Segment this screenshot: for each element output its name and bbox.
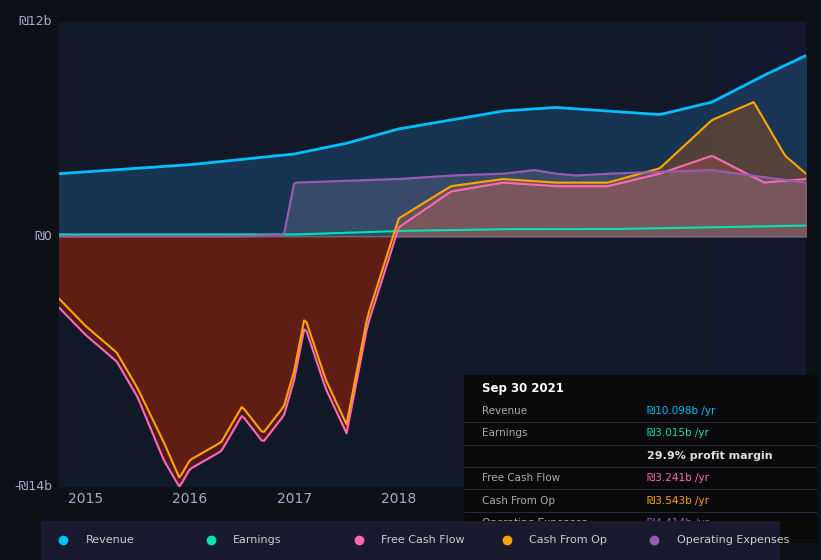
Text: Free Cash Flow: Free Cash Flow	[381, 535, 465, 545]
Text: Cash From Op: Cash From Op	[481, 496, 554, 506]
Text: Earnings: Earnings	[233, 535, 282, 545]
Text: ₪3.015b /yr: ₪3.015b /yr	[648, 428, 709, 438]
Text: ₪0: ₪0	[34, 230, 52, 243]
Text: ₪3.241b /yr: ₪3.241b /yr	[648, 473, 709, 483]
Text: ₪4.414b /yr: ₪4.414b /yr	[648, 518, 709, 528]
Text: 29.9% profit margin: 29.9% profit margin	[648, 451, 773, 461]
Text: Revenue: Revenue	[481, 406, 526, 416]
Text: Free Cash Flow: Free Cash Flow	[481, 473, 560, 483]
Text: ₪12b: ₪12b	[18, 15, 52, 28]
Text: Earnings: Earnings	[481, 428, 527, 438]
Text: Sep 30 2021: Sep 30 2021	[481, 382, 563, 395]
Text: Cash From Op: Cash From Op	[529, 535, 607, 545]
Text: Revenue: Revenue	[85, 535, 134, 545]
Text: ₪10.098b /yr: ₪10.098b /yr	[648, 406, 716, 416]
Text: Operating Expenses: Operating Expenses	[481, 518, 587, 528]
Bar	[712, 21, 806, 487]
Text: Operating Expenses: Operating Expenses	[677, 535, 789, 545]
Text: -₪14b: -₪14b	[14, 480, 52, 493]
Text: ₪3.543b /yr: ₪3.543b /yr	[648, 496, 709, 506]
